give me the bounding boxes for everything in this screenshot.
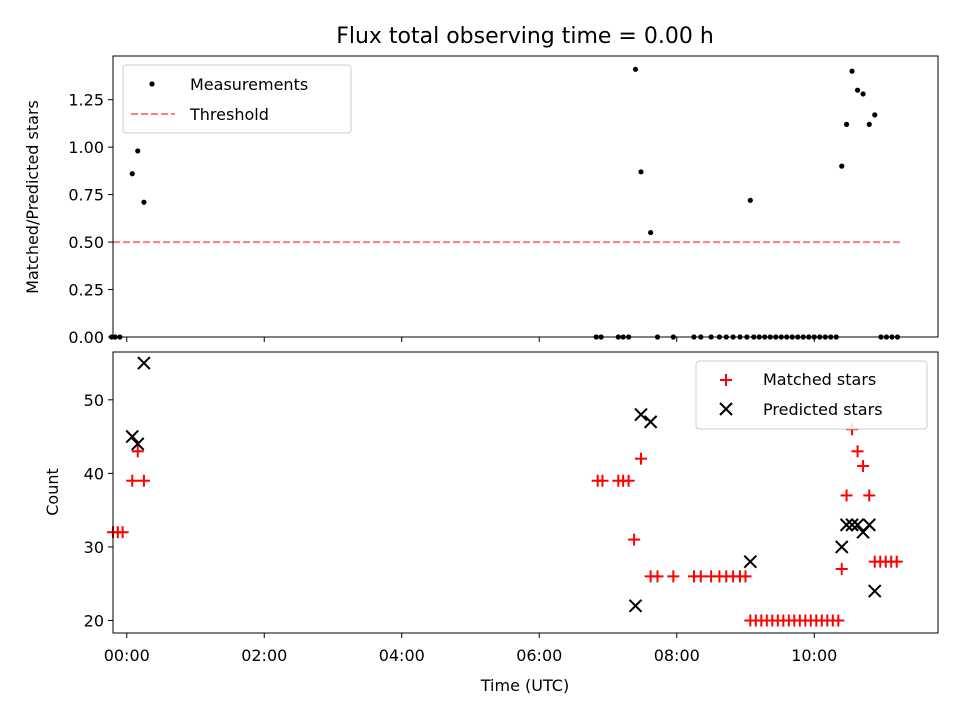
- bottom-predicted-stars-point: [634, 407, 648, 422]
- top-measurements-point: [866, 121, 872, 127]
- bottom-predicted-stars-point: [845, 518, 859, 532]
- bottom-x-tick-label: 08:00: [654, 646, 700, 665]
- bottom-matched-stars-point: [596, 474, 609, 487]
- bottom-x-tick-label: 02:00: [241, 646, 287, 665]
- top-y-tick-label: 1.00: [68, 138, 104, 157]
- bottom-predicted-stars-point: [137, 356, 151, 370]
- bottom-matched-stars-point: [851, 445, 864, 458]
- bottom-matched-stars-point: [131, 445, 144, 458]
- bottom-predicted-stars-point: [743, 554, 758, 569]
- bottom-axes-frame: [112, 351, 939, 634]
- bottom-predicted-stars-point: [131, 437, 145, 451]
- bottom-y-tick-label: 30: [84, 538, 104, 557]
- top-measurements-point: [854, 87, 861, 93]
- top-measurements-point: [638, 169, 644, 175]
- bottom-matched-stars-point: [116, 526, 129, 539]
- bottom-x-tick-label: 10:00: [791, 646, 837, 665]
- top-measurements-point: [129, 171, 135, 177]
- bottom-matched-stars-point: [126, 474, 139, 487]
- bottom-matched-stars-point: [651, 570, 664, 583]
- bottom-matched-stars-point: [622, 474, 635, 487]
- bottom-predicted-stars-point: [125, 429, 139, 444]
- top-y-tick-label: 1.25: [68, 91, 104, 110]
- bottom-legend: Matched stars Predicted stars: [695, 360, 928, 430]
- legend-predicted-label: Predicted stars: [763, 400, 883, 419]
- bottom-matched-stars-point: [667, 570, 680, 583]
- top-measurements-point: [747, 197, 753, 203]
- bottom-predicted-stars-point: [839, 518, 854, 532]
- top-y-tick-label: 0.50: [68, 233, 104, 252]
- bottom-matched-stars-point: [835, 563, 848, 576]
- bottom-predicted-stars-point: [862, 518, 876, 532]
- top-y-tick-label: 0.25: [68, 281, 104, 300]
- top-y-tick-label: 0.75: [68, 186, 104, 205]
- bottom-x-tick-label: 06:00: [516, 646, 562, 665]
- bottom-x-axis-label: Time (UTC): [480, 676, 569, 695]
- top-plot-area: 0.00 0.25 0.50 0.75 1.00 1.25: [68, 55, 939, 347]
- top-chart-title: Flux total observing time = 0.00 h: [336, 24, 714, 49]
- legend-threshold-label: Threshold: [189, 105, 269, 124]
- legend-matched-label: Matched stars: [763, 370, 876, 389]
- legend-predicted-marker: [719, 402, 733, 416]
- top-measurements-point: [849, 68, 855, 74]
- bottom-matched-stars-point: [863, 489, 876, 502]
- bottom-matched-stars-point: [890, 555, 903, 568]
- bottom-matched-stars-point: [840, 489, 853, 502]
- bottom-predicted-stars-point: [628, 599, 643, 613]
- bottom-x-tick-label: 04:00: [379, 646, 425, 665]
- bottom-plot-area: 20 30 40 50 00:00 02:00 04:00 06:00 08:00 10:00: [84, 351, 939, 665]
- top-axes-frame: [112, 55, 939, 338]
- bottom-predicted-stars-point: [850, 518, 865, 532]
- bottom-matched-stars-point: [832, 614, 845, 627]
- top-measurements-point: [632, 66, 639, 72]
- bottom-matched-stars-point: [137, 474, 150, 487]
- top-measurements-point: [843, 121, 850, 127]
- top-measurements-point: [872, 112, 878, 118]
- top-legend: Measurements Threshold: [122, 64, 352, 134]
- bottom-y-axis-label: Count: [43, 468, 62, 516]
- legend-measurements-label: Measurements: [190, 75, 308, 94]
- bottom-predicted-stars-point: [835, 540, 849, 554]
- bottom-y-tick-label: 20: [84, 611, 104, 630]
- bottom-x-tick-label: 00:00: [104, 646, 150, 665]
- legend-matched-marker: [720, 374, 732, 386]
- bottom-matched-stars-point: [635, 452, 647, 465]
- bottom-matched-stars-point: [694, 570, 707, 583]
- bottom-predicted-stars-point: [643, 415, 658, 429]
- bottom-y-tick-label: 50: [84, 391, 104, 410]
- top-measurements-point: [839, 163, 845, 169]
- bottom-matched-stars-point: [739, 570, 752, 583]
- legend-measurements-marker: [149, 81, 155, 87]
- bottom-matched-stars-point: [628, 533, 641, 546]
- top-measurements-point: [648, 229, 654, 236]
- bottom-y-tick-label: 40: [84, 464, 104, 483]
- bottom-predicted-stars-point: [868, 584, 882, 598]
- top-y-tick-label: 0.00: [68, 328, 104, 347]
- top-measurements-point: [141, 199, 147, 205]
- top-y-axis-label: Matched/Predicted stars: [23, 100, 42, 294]
- bottom-matched-stars-point: [857, 460, 870, 473]
- top-measurements-point: [860, 91, 866, 97]
- top-measurements-point: [135, 148, 141, 154]
